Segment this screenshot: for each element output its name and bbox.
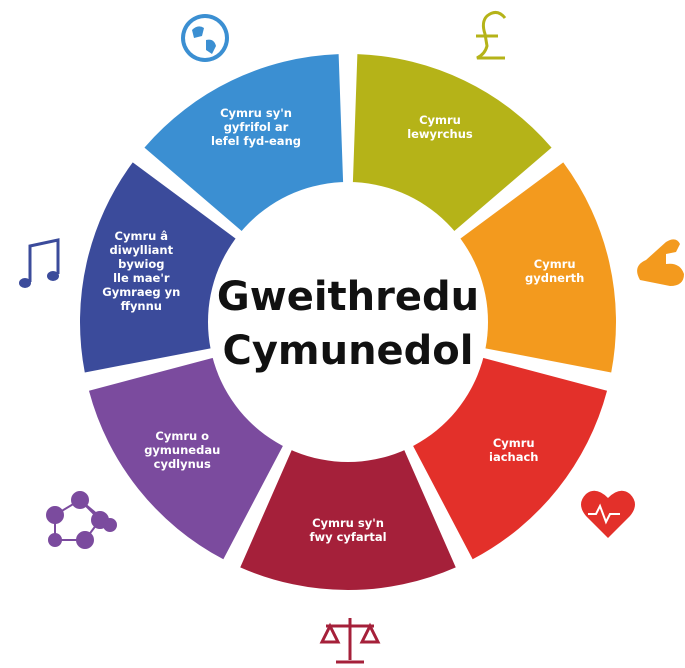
label-line: gydnerth [525, 271, 584, 285]
pound-icon [476, 11, 507, 60]
label-line: Cymru o [155, 429, 209, 443]
segment [80, 162, 244, 373]
label-line: Cymru â [115, 229, 169, 243]
heart-icon [581, 490, 635, 538]
label-line: Cymru [493, 436, 535, 450]
label-line: iachach [489, 450, 538, 464]
label-line: lefel fyd-eang [211, 134, 301, 148]
label-line: diwylliant [110, 243, 174, 257]
segment-label: Cymru gydnerth [525, 257, 584, 285]
network-icon [46, 491, 117, 549]
segment [144, 54, 344, 238]
label-line: Cymru [419, 113, 461, 127]
label-line: fwy cyfartal [309, 530, 386, 544]
center-line: Cymunedol [222, 328, 473, 374]
segment-label: Cymru â diwylliant bywiog lle mae'r Gymraeg … [102, 229, 180, 313]
label-line: gymunedau [144, 443, 220, 457]
label-line: cydlynus [154, 457, 211, 471]
label-line: ffynnu [121, 299, 162, 313]
label-line: Cymru sy'n [220, 106, 292, 120]
label-line: Cymru [534, 257, 576, 271]
label-line: Gymraeg yn [102, 285, 180, 299]
label-line: lewyrchus [407, 127, 473, 141]
segment [240, 441, 456, 590]
segment-label: Cymru lewyrchus [407, 113, 473, 141]
muscle-icon [637, 239, 684, 286]
segment [452, 162, 616, 373]
label-line: lle mae'r [113, 271, 170, 285]
segment-label: Cymru o gymunedau cydlynus [144, 429, 220, 471]
segment-label: Cymru sy'n fwy cyfartal [309, 516, 386, 544]
center-circle [208, 182, 488, 462]
segment-label: Cymru iachach [489, 436, 538, 464]
segment [352, 54, 552, 238]
center-line: Gweithredu [217, 274, 479, 320]
segment-label: Cymru sy'n gyfrifol ar lefel fyd-eang [211, 106, 301, 148]
label-line: Cymru sy'n [312, 516, 384, 530]
scales-icon [319, 618, 381, 664]
label-line: gyfrifol ar [224, 120, 289, 134]
label-line: bywiog [118, 257, 164, 271]
music-icon [19, 238, 60, 288]
globe-icon [181, 14, 229, 62]
